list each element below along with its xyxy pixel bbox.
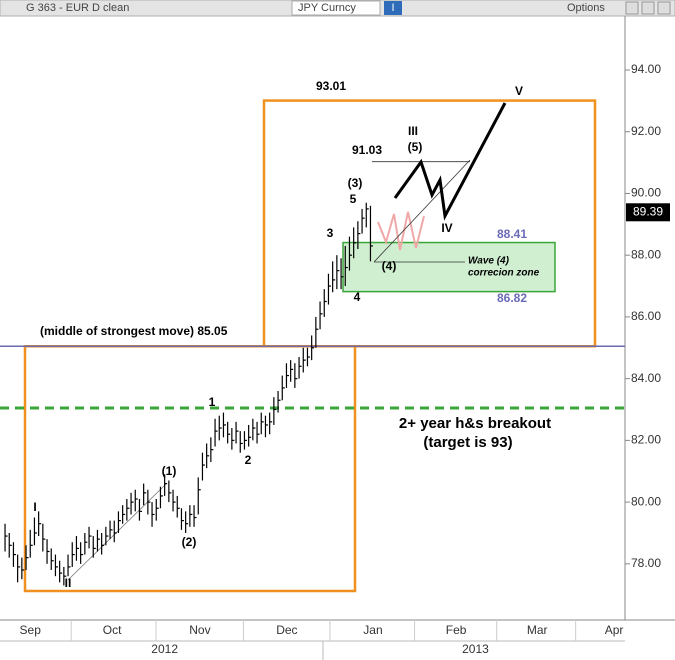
y-tick-label: 78.00 [631, 556, 661, 570]
x-tick-label: Dec [276, 623, 297, 637]
wave-annotation: 1 [209, 395, 216, 409]
options-menu[interactable]: Options [567, 2, 605, 14]
wave-annotation: III [408, 124, 418, 138]
correction-zone [342, 241, 556, 293]
x-tick-label: Jan [363, 623, 382, 637]
zone-bottom-label: 86.82 [497, 291, 527, 305]
wave-4-alt-path [377, 211, 425, 251]
last-price-tag [626, 203, 670, 222]
wave-5-level-label: 91.03 [352, 143, 382, 157]
y-tick-label: 94.00 [631, 62, 661, 76]
info-button[interactable] [384, 1, 402, 15]
close-icon[interactable] [625, 1, 639, 15]
wave-annotation: IV [441, 221, 452, 235]
x-tick-label: Sep [20, 623, 42, 637]
x-tick-label: Apr [605, 623, 624, 637]
wave-annotation: 5 [350, 192, 357, 206]
wave-annotation: (1) [162, 464, 177, 478]
x-tick-label: Oct [103, 623, 122, 637]
wave-annotation: (target is 93) [423, 434, 512, 451]
y-tick-label: 86.00 [631, 309, 661, 323]
triangle-line [373, 159, 471, 263]
wave-annotation: 2+ year h&s breakout [399, 415, 551, 432]
x-tick-label: Nov [189, 623, 210, 637]
info-button-label: I [391, 2, 394, 14]
x-tick-label: Feb [446, 623, 467, 637]
last-price-label: 89.39 [633, 204, 663, 218]
y-tick-label: 92.00 [631, 124, 661, 138]
wave-5-projection [393, 102, 507, 221]
wave-annotation: I [33, 500, 36, 514]
wave-annotation: 3 [327, 226, 334, 240]
wave-annotation: (4) [382, 259, 397, 273]
wave-annotation: II [65, 576, 72, 590]
wave-annotation: (3) [348, 176, 363, 190]
restore-icon[interactable] [641, 1, 655, 15]
wave-annotation: V [515, 84, 523, 98]
security-label: G 363 - EUR D clean [26, 2, 129, 14]
midline-label: (middle of strongest move) 85.05 [40, 324, 228, 338]
y-tick-label: 82.00 [631, 433, 661, 447]
year-label: 2012 [151, 642, 178, 656]
wave-annotation: (2) [182, 535, 197, 549]
x-tick-label: Mar [527, 623, 548, 637]
wave-annotation: correcion zone [468, 268, 540, 279]
trend-line [67, 483, 167, 581]
wave-annotation: 4 [354, 290, 361, 304]
ticker-box[interactable] [291, 0, 381, 16]
min-icon[interactable] [657, 1, 671, 15]
zone-top-label: 88.41 [497, 227, 527, 241]
y-tick-label: 80.00 [631, 494, 661, 508]
wave-annotation: Wave (4) [468, 256, 510, 267]
y-tick-label: 90.00 [631, 186, 661, 200]
wave-annotation: (5) [408, 140, 423, 154]
y-tick-label: 88.00 [631, 247, 661, 261]
target-label: 93.01 [316, 79, 346, 93]
wave-annotation: 2 [245, 453, 252, 467]
year-label: 2013 [462, 642, 489, 656]
ticker-label: JPY Curncy [298, 2, 356, 14]
y-tick-label: 84.00 [631, 371, 661, 385]
